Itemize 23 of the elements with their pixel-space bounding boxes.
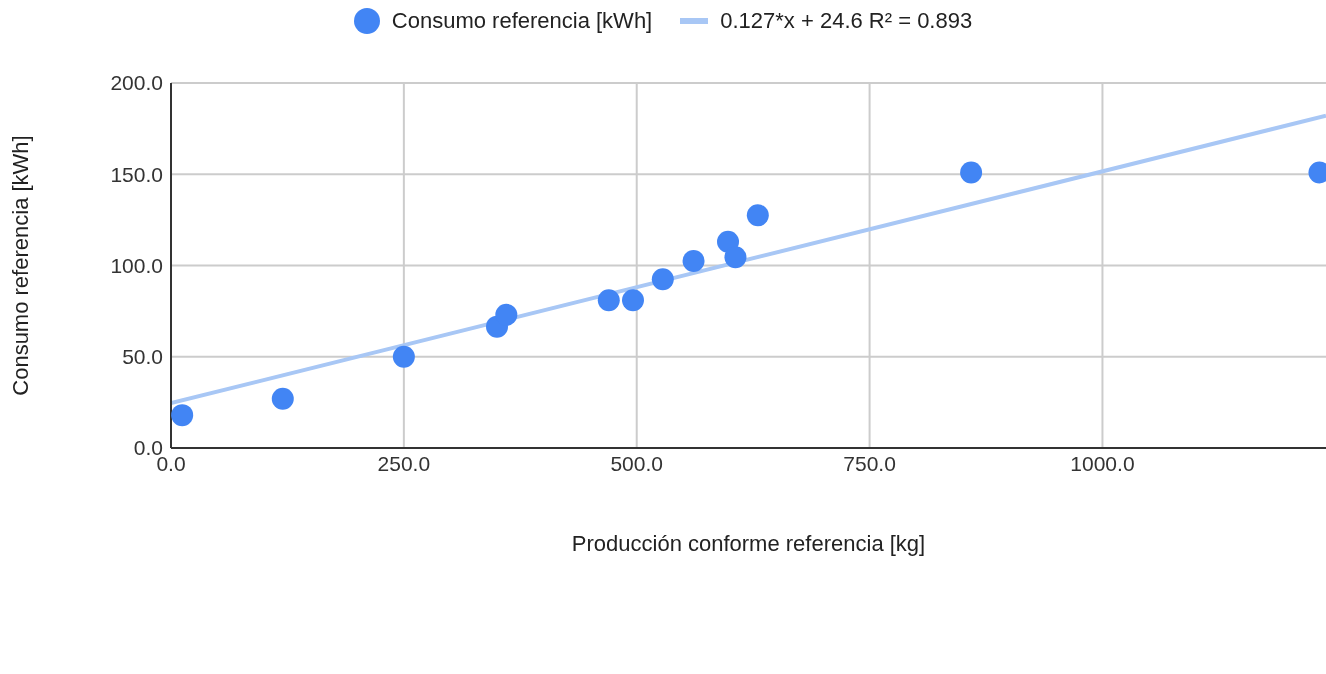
y-tick-label: 200.0 <box>110 71 163 95</box>
legend-label: 0.127*x + 24.6 R² = 0.893 <box>720 8 973 34</box>
point <box>622 289 644 312</box>
y-axis-title: Consumo referencia [kWh] <box>7 135 33 396</box>
point <box>271 387 294 410</box>
y-tick-label: 50.0 <box>122 345 163 369</box>
point <box>171 404 194 427</box>
point <box>960 161 983 184</box>
point <box>682 249 705 272</box>
point <box>651 268 674 291</box>
legend-label: Consumo referencia [kWh] <box>391 8 653 34</box>
x-tick-label: 750.0 <box>843 451 896 475</box>
point <box>495 303 518 326</box>
x-tick-label: 1000.0 <box>1070 451 1135 475</box>
point <box>746 204 769 227</box>
x-axis-title: Producción conforme referencia [kg] <box>571 531 926 556</box>
point <box>724 246 747 269</box>
point <box>597 289 620 312</box>
point <box>392 345 415 368</box>
x-tick-label: 250.0 <box>377 451 431 475</box>
y-tick-label: 100.0 <box>110 253 163 277</box>
x-tick-label: 500.0 <box>610 451 664 475</box>
y-tick-label: 150.0 <box>110 162 163 186</box>
